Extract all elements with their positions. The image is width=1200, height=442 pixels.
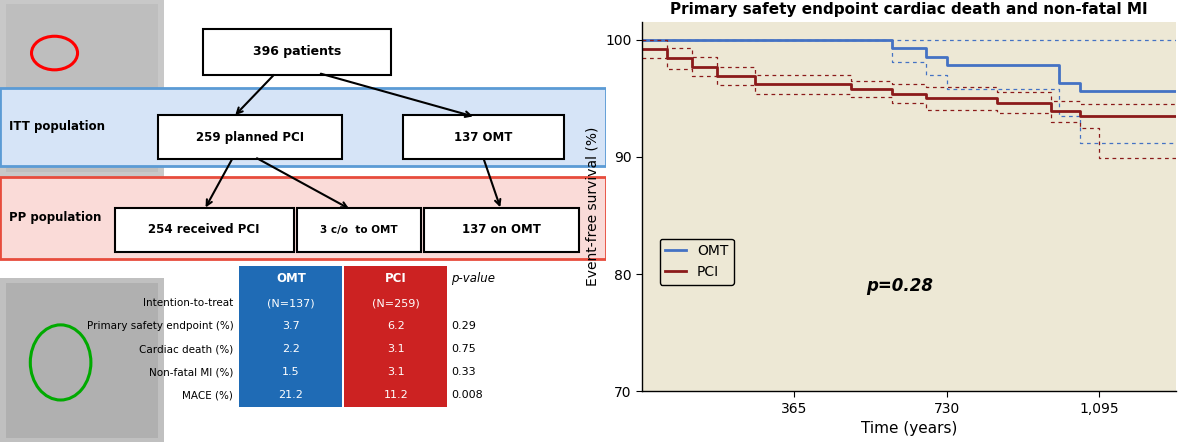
FancyBboxPatch shape (6, 283, 157, 438)
Text: 11.2: 11.2 (383, 390, 408, 400)
FancyBboxPatch shape (6, 4, 157, 172)
Text: 137 on OMT: 137 on OMT (462, 223, 540, 236)
FancyBboxPatch shape (239, 315, 342, 338)
FancyBboxPatch shape (425, 208, 578, 252)
Text: 0.33: 0.33 (451, 367, 476, 377)
Text: p=0.28: p=0.28 (866, 277, 934, 295)
Text: MACE (%): MACE (%) (182, 390, 233, 400)
Text: Cardiac death (%): Cardiac death (%) (139, 344, 233, 354)
Text: OMT: OMT (276, 272, 306, 286)
FancyBboxPatch shape (344, 266, 448, 292)
Text: (N=259): (N=259) (372, 298, 420, 308)
Text: Primary safety endpoint (%): Primary safety endpoint (%) (86, 321, 233, 331)
FancyBboxPatch shape (0, 278, 163, 442)
Text: p-value: p-value (451, 272, 496, 286)
Text: 396 patients: 396 patients (253, 45, 341, 58)
Text: Non-fatal MI (%): Non-fatal MI (%) (149, 367, 233, 377)
Text: 3.7: 3.7 (282, 321, 300, 331)
FancyBboxPatch shape (203, 29, 391, 75)
Text: 1.5: 1.5 (282, 367, 300, 377)
Text: PCI: PCI (385, 272, 407, 286)
Y-axis label: Event-free survival (%): Event-free survival (%) (586, 127, 600, 286)
FancyBboxPatch shape (344, 361, 448, 384)
Title: Primary safety endpoint cardiac death and non-fatal MI: Primary safety endpoint cardiac death an… (670, 2, 1148, 17)
Text: 21.2: 21.2 (278, 390, 304, 400)
FancyBboxPatch shape (239, 266, 342, 292)
X-axis label: Time (years): Time (years) (860, 421, 958, 436)
FancyBboxPatch shape (239, 361, 342, 384)
FancyBboxPatch shape (239, 292, 342, 315)
FancyBboxPatch shape (0, 177, 606, 259)
FancyBboxPatch shape (344, 292, 448, 315)
FancyBboxPatch shape (115, 208, 294, 252)
Text: 259 planned PCI: 259 planned PCI (196, 130, 304, 144)
FancyBboxPatch shape (344, 315, 448, 338)
FancyBboxPatch shape (403, 115, 564, 159)
Text: ITT population: ITT population (10, 120, 106, 133)
Text: 3 c/o  to OMT: 3 c/o to OMT (320, 225, 397, 235)
Text: PP population: PP population (10, 211, 102, 224)
FancyBboxPatch shape (344, 384, 448, 407)
FancyBboxPatch shape (296, 208, 421, 252)
Text: 6.2: 6.2 (386, 321, 404, 331)
FancyBboxPatch shape (239, 338, 342, 361)
Text: 3.1: 3.1 (386, 344, 404, 354)
Text: 254 received PCI: 254 received PCI (149, 223, 260, 236)
Text: 0.29: 0.29 (451, 321, 476, 331)
Legend: OMT, PCI: OMT, PCI (660, 239, 734, 285)
Text: 0.75: 0.75 (451, 344, 476, 354)
FancyBboxPatch shape (157, 115, 342, 159)
FancyBboxPatch shape (344, 338, 448, 361)
Text: 137 OMT: 137 OMT (454, 130, 512, 144)
FancyBboxPatch shape (0, 88, 606, 166)
Text: (N=137): (N=137) (268, 298, 314, 308)
FancyBboxPatch shape (239, 384, 342, 407)
FancyBboxPatch shape (0, 0, 163, 177)
Text: 2.2: 2.2 (282, 344, 300, 354)
Text: 0.008: 0.008 (451, 390, 484, 400)
Text: Intention-to-treat: Intention-to-treat (143, 298, 233, 308)
Text: 3.1: 3.1 (386, 367, 404, 377)
